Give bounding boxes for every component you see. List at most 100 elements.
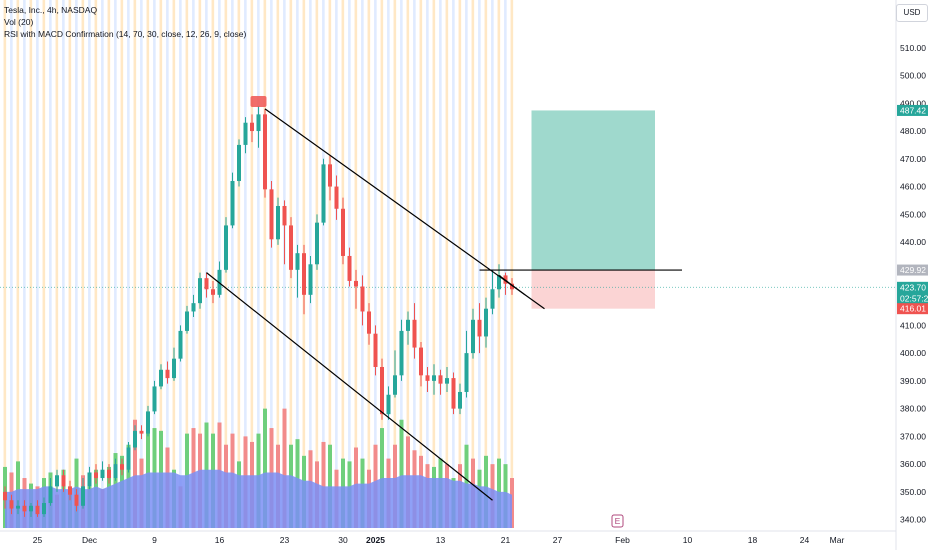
candle-body: [22, 505, 27, 512]
candle-body: [230, 181, 235, 226]
background-stripe: [179, 0, 182, 528]
candle-body: [360, 286, 365, 312]
candle-body: [406, 319, 410, 331]
background-stripe: [101, 0, 104, 528]
background-stripe: [361, 0, 364, 528]
candle-body: [120, 464, 124, 470]
background-stripe: [127, 0, 130, 528]
stop-loss-zone[interactable]: [531, 270, 656, 309]
position-tool: [531, 110, 656, 309]
symbol-title[interactable]: Tesla, Inc., 4h, NASDAQ: [4, 5, 98, 15]
background-stripe: [244, 0, 247, 528]
candle-body: [334, 186, 339, 209]
stop-price-badge-bg: [897, 303, 928, 315]
background-stripe: [504, 0, 507, 528]
candle-body: [458, 391, 462, 409]
candle-body: [94, 472, 98, 479]
candle-body: [399, 330, 404, 376]
candle-body: [263, 114, 267, 190]
price-tick-label: 480.00: [900, 126, 926, 136]
profit-target-zone[interactable]: [531, 110, 656, 271]
candle-body: [484, 308, 488, 337]
price-tick-label: 500.00: [900, 71, 926, 81]
candle-body: [9, 500, 14, 509]
background-stripe: [140, 0, 143, 528]
background-stripe: [75, 0, 78, 528]
candle-body: [328, 164, 332, 187]
price-tick-label: 390.00: [900, 376, 926, 386]
background-stripe: [426, 0, 429, 528]
background-stripe: [471, 0, 475, 528]
high-marker: [250, 96, 267, 108]
background-stripe: [29, 0, 33, 528]
short-trendline[interactable]: [498, 274, 526, 296]
background-stripe: [263, 0, 267, 528]
time-axis: 25 Dec 9 16 23 30 2025 13 21 27 Feb 10 18 24 Mar: [0, 530, 896, 545]
background-stripe: [172, 0, 176, 528]
candle-body: [55, 475, 59, 487]
price-tick-label: 400.00: [900, 348, 926, 358]
background-stripe: [36, 0, 39, 528]
candle-body: [152, 386, 157, 412]
time-tick-label: 25: [33, 535, 43, 545]
candle-body: [178, 330, 183, 359]
candle-body: [29, 505, 33, 512]
resistance-trendline[interactable]: [264, 108, 545, 310]
candle-body: [204, 278, 209, 290]
time-tick-label: 18: [748, 535, 758, 545]
candle-body: [308, 264, 313, 295]
background-stripe: [497, 0, 501, 528]
candle-body: [81, 486, 85, 506]
volume-indicator-label[interactable]: Vol (20): [4, 17, 34, 27]
currency-button[interactable]: USD: [896, 4, 928, 22]
candle-body: [3, 491, 7, 501]
background-stripe: [88, 0, 91, 528]
time-tick-label: Feb: [615, 535, 630, 545]
candles: [3, 96, 514, 517]
price-tick-label: 450.00: [900, 209, 926, 219]
volume-bar: [282, 408, 287, 528]
candle-body: [87, 472, 92, 487]
support-trendline[interactable]: [206, 272, 493, 501]
background-stripe: [68, 0, 72, 528]
background-stripe: [257, 0, 260, 528]
candle-body: [347, 255, 352, 281]
entry-price-badge: 429.92: [900, 265, 926, 275]
background-stripe: [231, 0, 234, 528]
last-price-badge-bg: [897, 281, 928, 304]
candle-body: [302, 253, 306, 295]
background-stripe: [491, 0, 494, 528]
background-stripe: [406, 0, 410, 528]
candle-body: [35, 505, 40, 515]
background-stripe: [465, 0, 468, 528]
candle-body: [354, 280, 358, 287]
candle-body: [289, 225, 293, 270]
price-tick-label: 440.00: [900, 237, 926, 247]
time-tick-label: 13: [436, 535, 446, 545]
candle-body: [146, 411, 150, 434]
background-stripe: [153, 0, 156, 528]
time-tick-label: 23: [280, 535, 290, 545]
time-tick-label: Dec: [82, 535, 98, 545]
rsi-macd-indicator-label[interactable]: RSI with MACD Confirmation (14, 70, 30, …: [4, 29, 247, 39]
candle-body: [113, 464, 118, 479]
background-stripe: [120, 0, 124, 528]
volume-bar: [321, 441, 326, 528]
last-price-badge: 423.70: [900, 282, 926, 292]
background-stripe: [276, 0, 280, 528]
background-stripe: [166, 0, 169, 528]
background-stripe: [250, 0, 254, 528]
candle-body: [133, 430, 137, 448]
candle-body: [380, 366, 384, 415]
stop-price-badge: 416.01: [900, 304, 926, 314]
candle-body: [477, 319, 482, 337]
candle-body: [282, 205, 287, 226]
price-tick-label: 360.00: [900, 459, 926, 469]
earnings-event-marker[interactable]: [611, 514, 624, 528]
volume-bar: [263, 408, 267, 528]
time-tick-label: 21: [501, 535, 511, 545]
background-stripe: [23, 0, 26, 528]
